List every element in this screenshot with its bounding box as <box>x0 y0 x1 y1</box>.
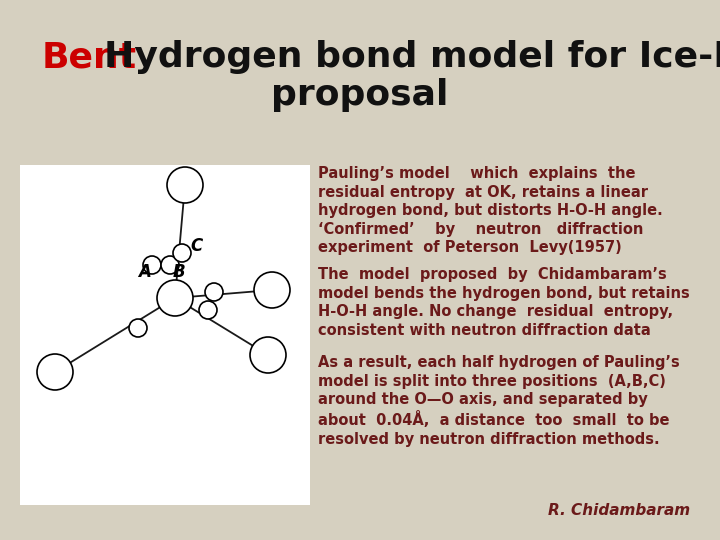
Circle shape <box>129 319 147 337</box>
Text: As a result, each half hydrogen of Pauling’s
model is split into three positions: As a result, each half hydrogen of Pauli… <box>318 355 680 447</box>
Circle shape <box>250 337 286 373</box>
Text: A: A <box>138 263 151 281</box>
Text: The  model  proposed  by  Chidambaram’s
model bends the hydrogen bond, but retai: The model proposed by Chidambaram’s mode… <box>318 267 690 338</box>
Circle shape <box>167 167 203 203</box>
Circle shape <box>143 256 161 274</box>
Circle shape <box>254 272 290 308</box>
Text: Pauling’s model    which  explains  the
residual entropy  at OK, retains a linea: Pauling’s model which explains the resid… <box>318 166 662 255</box>
Circle shape <box>205 283 223 301</box>
Text: B: B <box>173 263 186 281</box>
Text: proposal: proposal <box>271 78 449 112</box>
Text: C: C <box>190 237 202 255</box>
Text: Hydrogen bond model for Ice-Ih: a: Hydrogen bond model for Ice-Ih: a <box>104 40 720 74</box>
Circle shape <box>199 301 217 319</box>
Bar <box>20 165 310 505</box>
Circle shape <box>173 244 191 262</box>
Text: Bent: Bent <box>42 40 137 74</box>
Circle shape <box>37 354 73 390</box>
Text: R. Chidambaram: R. Chidambaram <box>548 503 690 518</box>
Circle shape <box>161 256 179 274</box>
Circle shape <box>157 280 193 316</box>
